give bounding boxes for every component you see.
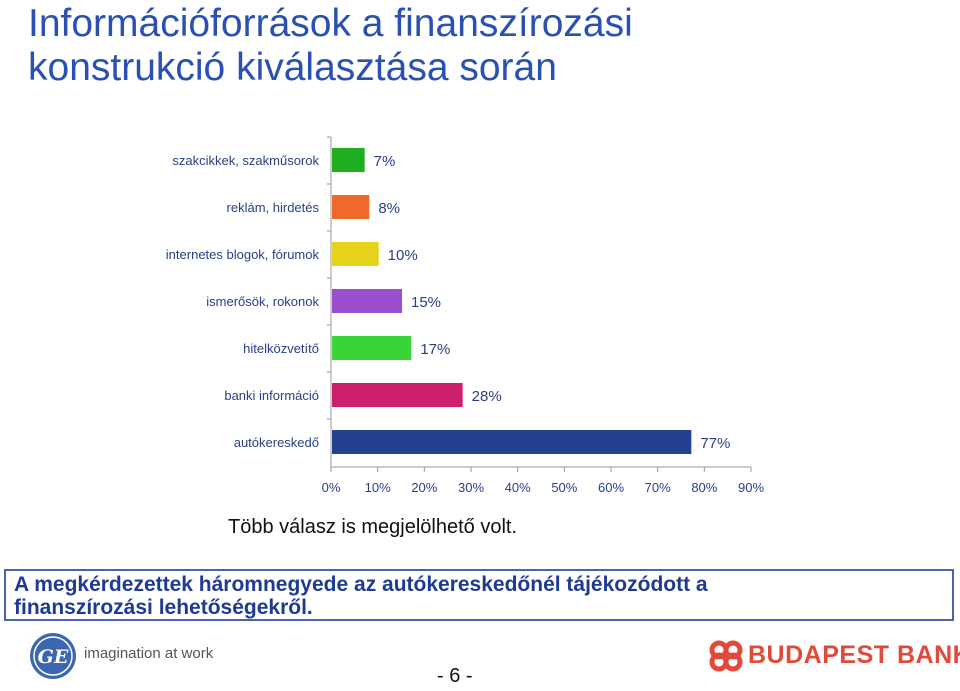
bar — [332, 148, 365, 172]
x-tick-label: 0% — [322, 480, 341, 495]
data-label: 7% — [374, 153, 396, 170]
x-tick-label: 60% — [598, 480, 624, 495]
summary-line-1: A megkérdezettek háromnegyede az autóker… — [14, 573, 708, 596]
data-label: 28% — [472, 388, 502, 405]
bar — [332, 430, 692, 454]
bar — [332, 383, 463, 407]
title-line-2: konstrukció kiválasztása során — [28, 46, 557, 89]
data-label: 17% — [420, 341, 450, 358]
category-label: szakcikkek, szakműsorok — [172, 153, 319, 168]
x-tick-label: 40% — [505, 480, 531, 495]
budapest-bank-logo-icon — [709, 640, 743, 672]
bar — [332, 242, 379, 266]
data-label: 15% — [411, 294, 441, 311]
x-tick-label: 90% — [738, 480, 764, 495]
bar — [332, 195, 370, 219]
slide-title: Információforrások a finanszírozási kons… — [28, 2, 948, 90]
bar — [332, 289, 402, 313]
category-label: reklám, hirdetés — [227, 200, 320, 215]
bank-name: BUDAPEST BANK — [748, 641, 960, 669]
data-label: 10% — [388, 247, 418, 264]
x-tick-label: 80% — [691, 480, 717, 495]
x-tick-label: 50% — [551, 480, 577, 495]
summary-box: A megkérdezettek háromnegyede az autóker… — [4, 569, 954, 621]
chart-note: Több válasz is megjelölhető volt. — [228, 516, 518, 538]
x-tick-label: 30% — [458, 480, 484, 495]
data-label: 77% — [700, 435, 730, 452]
bar-chart: szakcikkek, szakműsorok 7% reklám, hirdeté… — [166, 136, 764, 495]
ge-logo-icon: GE — [30, 633, 76, 679]
category-label: banki információ — [224, 388, 319, 403]
x-tick-label: 20% — [411, 480, 437, 495]
title-line-1: Információforrások a finanszírozási — [28, 2, 633, 45]
ge-logo-text: GE — [38, 646, 69, 668]
category-label: ismerősök, rokonok — [206, 294, 319, 309]
category-label: hitelközvetítő — [243, 341, 319, 356]
category-label: autókereskedő — [234, 435, 319, 450]
page-number: - 6 - — [437, 665, 473, 687]
category-label: internetes blogok, fórumok — [166, 247, 320, 262]
x-tick-label: 70% — [645, 480, 671, 495]
footer-tagline: imagination at work — [84, 645, 214, 662]
x-tick-label: 10% — [365, 480, 391, 495]
data-label: 8% — [378, 200, 400, 217]
bar — [332, 336, 412, 360]
summary-line-2: finanszírozási lehetőségekről. — [14, 596, 313, 619]
